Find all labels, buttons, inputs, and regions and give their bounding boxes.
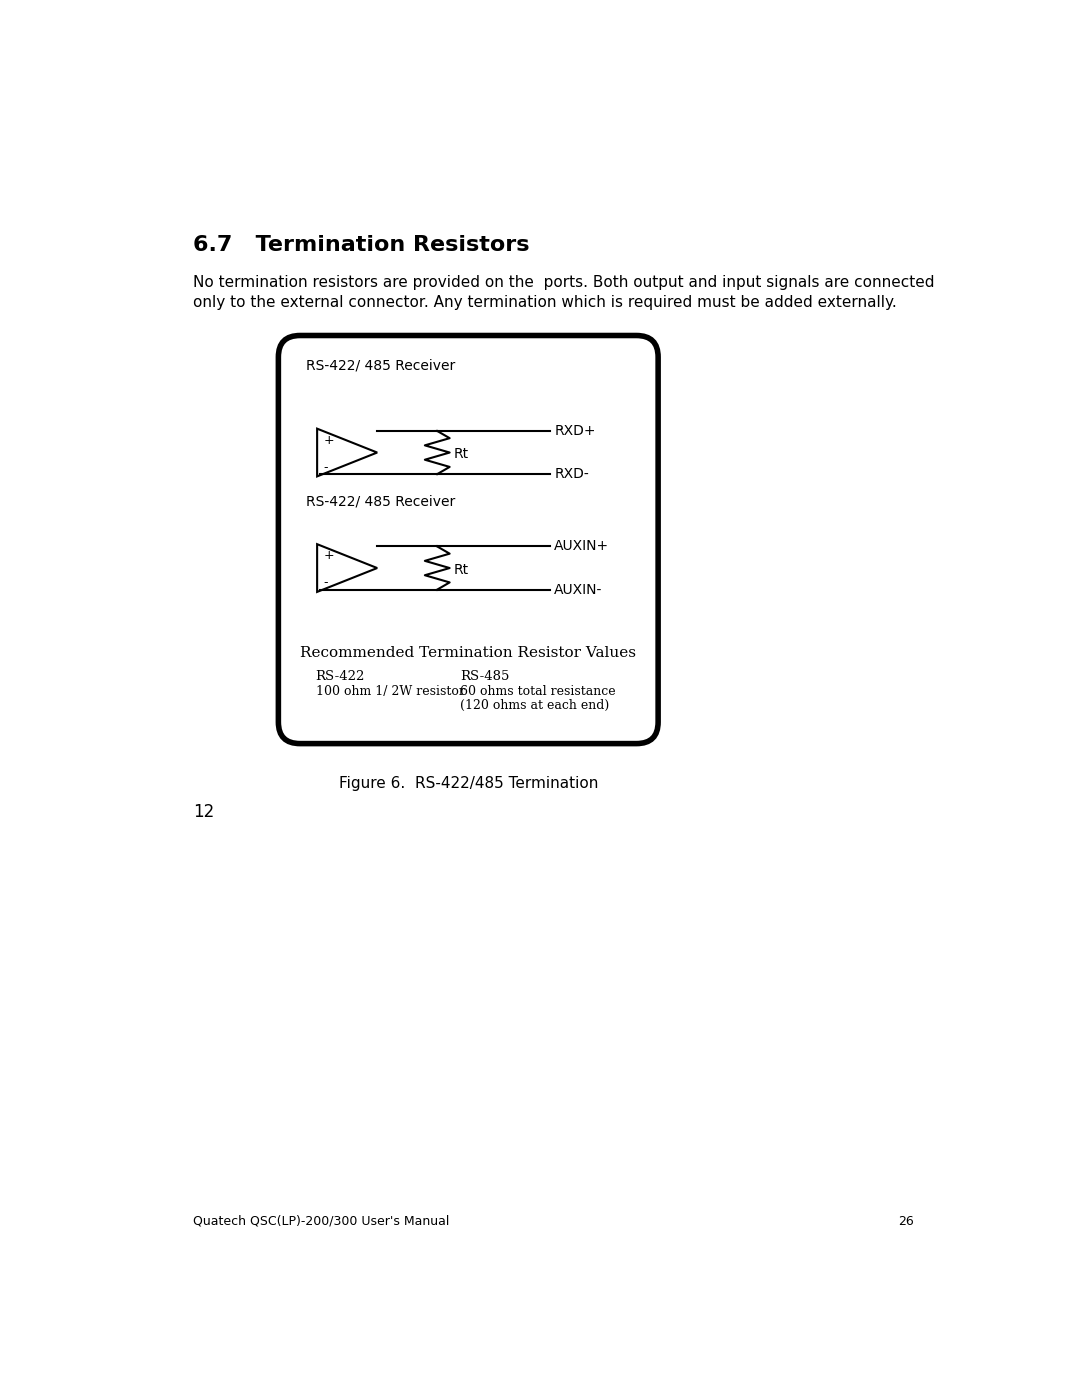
Text: RS-422: RS-422	[315, 669, 365, 683]
Text: 26: 26	[899, 1215, 914, 1228]
Text: Quatech QSC(LP)-200/300 User's Manual: Quatech QSC(LP)-200/300 User's Manual	[193, 1215, 449, 1228]
Text: 12: 12	[193, 803, 214, 821]
Text: RS-422/ 485 Receiver: RS-422/ 485 Receiver	[306, 495, 455, 509]
Text: RXD-: RXD-	[554, 467, 589, 481]
Text: (120 ohms at each end): (120 ohms at each end)	[460, 698, 610, 712]
Text: AUXIN-: AUXIN-	[554, 583, 603, 597]
Text: No termination resistors are provided on the  ports. Both output and input signa: No termination resistors are provided on…	[193, 275, 934, 291]
Text: Rt: Rt	[454, 563, 469, 577]
Text: -: -	[323, 576, 328, 590]
FancyBboxPatch shape	[279, 335, 658, 743]
Text: -: -	[323, 461, 328, 474]
Text: RXD+: RXD+	[554, 423, 596, 439]
Text: Figure 6.  RS-422/485 Termination: Figure 6. RS-422/485 Termination	[338, 775, 598, 791]
Text: 100 ohm 1/ 2W resistor: 100 ohm 1/ 2W resistor	[315, 685, 464, 698]
Text: RS-485: RS-485	[460, 669, 510, 683]
Text: 6.7   Termination Resistors: 6.7 Termination Resistors	[193, 236, 529, 256]
Text: only to the external connector. Any termination which is required must be added : only to the external connector. Any term…	[193, 295, 896, 310]
Text: +: +	[323, 549, 334, 562]
Text: RS-422/ 485 Receiver: RS-422/ 485 Receiver	[306, 359, 455, 373]
Text: AUXIN+: AUXIN+	[554, 539, 609, 553]
Text: +: +	[323, 433, 334, 447]
Text: 60 ohms total resistance: 60 ohms total resistance	[460, 685, 616, 698]
Text: Rt: Rt	[454, 447, 469, 461]
Text: Recommended Termination Resistor Values: Recommended Termination Resistor Values	[300, 645, 636, 659]
